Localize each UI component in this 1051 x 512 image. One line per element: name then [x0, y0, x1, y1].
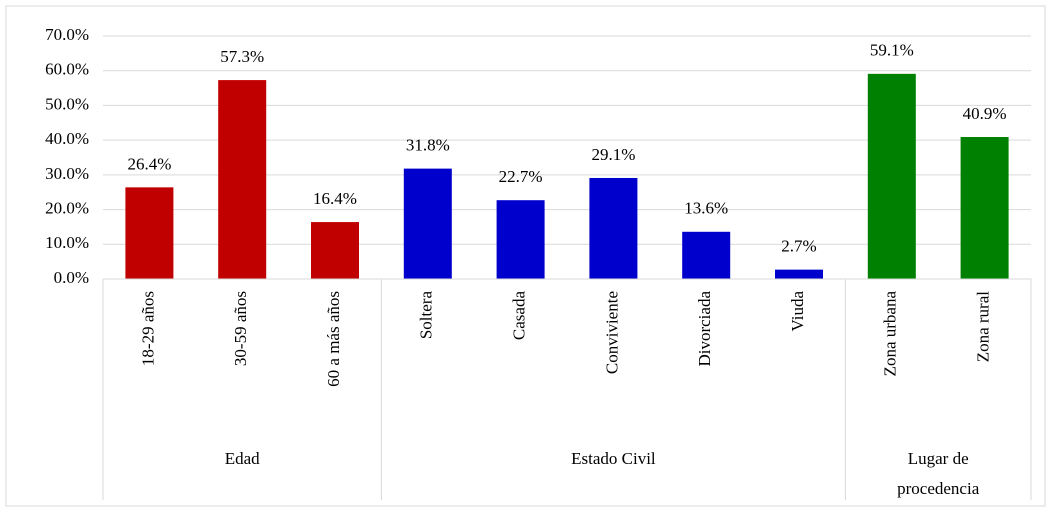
value-label: 29.1%: [591, 145, 635, 164]
x-tick-label: Soltera: [417, 291, 436, 340]
bar: [403, 168, 452, 279]
y-tick-label: 30.0%: [45, 164, 89, 183]
x-tick-label: 18-29 años: [138, 291, 157, 366]
bar: [775, 269, 823, 279]
x-tick-label: Viuda: [788, 291, 807, 332]
bar: [589, 177, 638, 279]
value-label: 59.1%: [870, 41, 914, 60]
x-tick-label: Casada: [510, 291, 529, 341]
x-tick-label: 60 a más años: [324, 291, 343, 387]
x-tick-label: Conviviente: [602, 291, 621, 374]
y-tick-label: 10.0%: [45, 233, 89, 252]
bar: [218, 80, 267, 279]
value-label: 16.4%: [313, 189, 357, 208]
value-label: 57.3%: [220, 47, 264, 66]
value-label: 13.6%: [684, 199, 728, 218]
y-tick-label: 20.0%: [45, 198, 89, 217]
bar: [960, 137, 1009, 279]
value-label: 31.8%: [406, 136, 450, 155]
value-label: 26.4%: [127, 154, 171, 173]
group-label: Edad: [224, 449, 260, 468]
y-tick-label: 0.0%: [54, 268, 89, 287]
bar: [496, 200, 545, 279]
value-label: 2.7%: [781, 237, 816, 256]
x-tick-label: Zona urbana: [881, 291, 900, 377]
x-tick-label: Divorciada: [695, 291, 714, 367]
bar: [867, 73, 916, 280]
y-tick-label: 40.0%: [45, 129, 89, 148]
group-label: Estado Civil: [571, 449, 656, 468]
y-tick-label: 60.0%: [45, 60, 89, 79]
x-tick-label: 30-59 años: [231, 291, 250, 366]
y-tick-label: 70.0%: [45, 25, 89, 44]
value-label: 22.7%: [499, 167, 543, 186]
bar: [125, 187, 174, 279]
y-tick-label: 50.0%: [45, 94, 89, 113]
value-label: 40.9%: [963, 104, 1007, 123]
bar: [311, 222, 359, 279]
x-tick-label: Zona rural: [974, 291, 993, 363]
group-label: Lugar de procedencia: [897, 449, 980, 498]
bar: [682, 231, 731, 279]
